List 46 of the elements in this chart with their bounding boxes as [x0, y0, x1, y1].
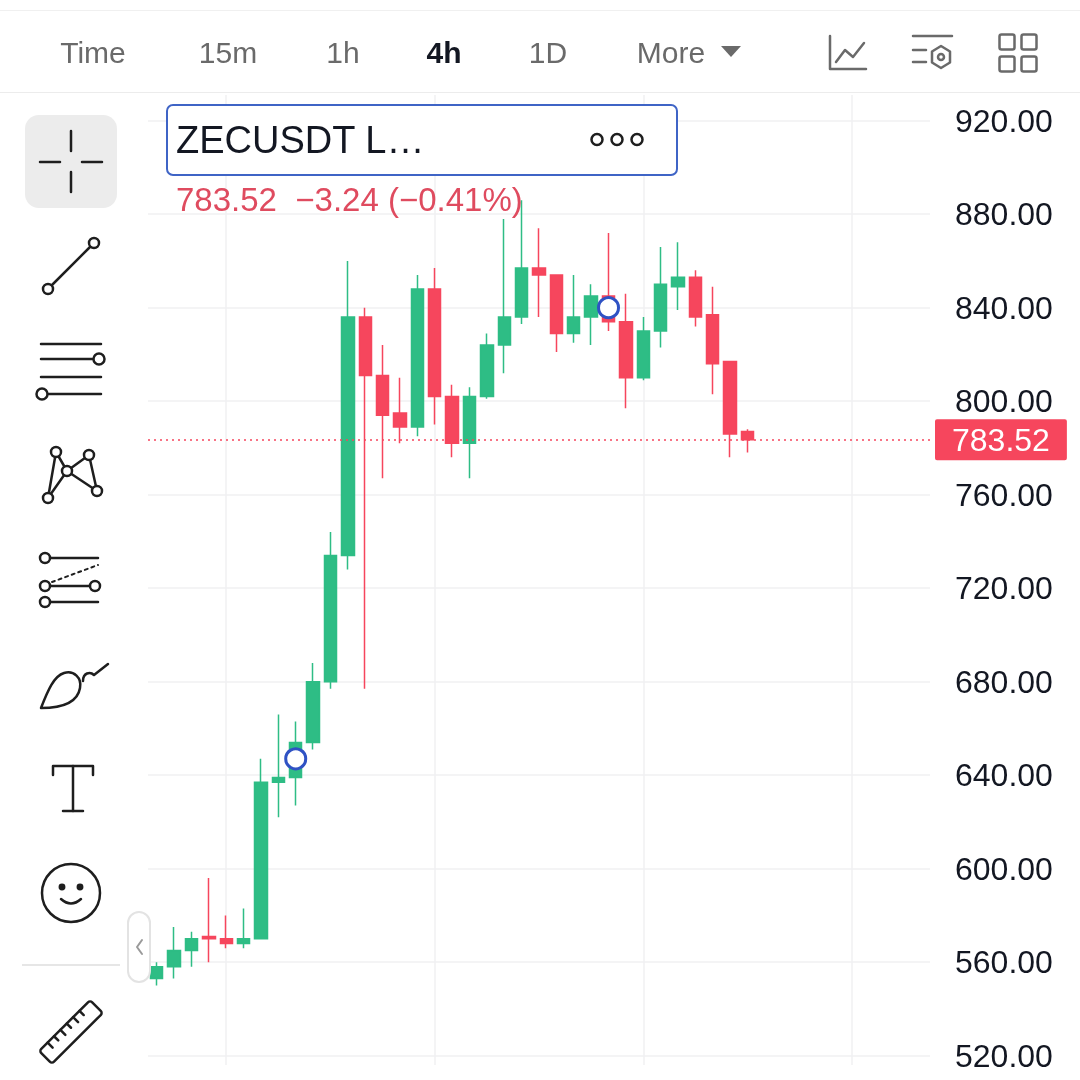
candlestick: [410, 274, 425, 437]
candlestick: [531, 227, 547, 318]
candlestick: [340, 260, 356, 571]
text: Time: [60, 35, 126, 71]
y-tick-label: 520.00: [955, 1037, 1053, 1074]
y-tick-label: 600.00: [955, 850, 1053, 887]
candlestick: [427, 267, 442, 426]
candlestick: [166, 926, 182, 980]
candlestick: [271, 713, 286, 818]
y-tick-label: 800.00: [955, 383, 1053, 420]
text: 1D: [528, 35, 568, 71]
candlestick: [688, 269, 703, 328]
y-tick-label: 840.00: [955, 289, 1053, 326]
candlestick: [653, 246, 668, 349]
candlestick: [236, 907, 251, 949]
y-tick-label: 680.00: [955, 663, 1053, 700]
candlestick: [583, 283, 599, 346]
y-tick-label: 880.00: [955, 196, 1053, 233]
candlestick: [497, 218, 512, 374]
candlestick: [670, 241, 686, 311]
candlestick: [705, 285, 720, 395]
y-tick-label: 720.00: [955, 570, 1053, 607]
candlestick: [636, 316, 651, 381]
candlestick: [149, 961, 164, 987]
candlestick: [201, 877, 217, 963]
candlestick: [479, 332, 495, 400]
candlestick: [305, 662, 321, 751]
ref-line-label: 783.52: [952, 421, 1050, 458]
text: 15m: [198, 35, 258, 71]
text: 1h: [326, 35, 360, 71]
candlestick: [184, 931, 199, 968]
candlestick: [462, 386, 477, 480]
text: 4h: [426, 35, 462, 71]
candlestick: [219, 914, 234, 949]
candlestick: [253, 758, 269, 940]
candlestick: [566, 274, 581, 344]
candlestick: [549, 274, 564, 353]
text: More: [636, 35, 706, 71]
y-tick-label: 640.00: [955, 757, 1053, 794]
text: 783.52 −3.24 (−0.41%): [176, 181, 523, 219]
candlestick: [618, 292, 634, 409]
candlestick: [323, 531, 338, 690]
text: ZECUSDT L…: [176, 118, 425, 163]
y-tick-label: 920.00: [955, 102, 1053, 139]
y-tick-label: 560.00: [955, 944, 1053, 981]
y-tick-label: 760.00: [955, 476, 1053, 513]
